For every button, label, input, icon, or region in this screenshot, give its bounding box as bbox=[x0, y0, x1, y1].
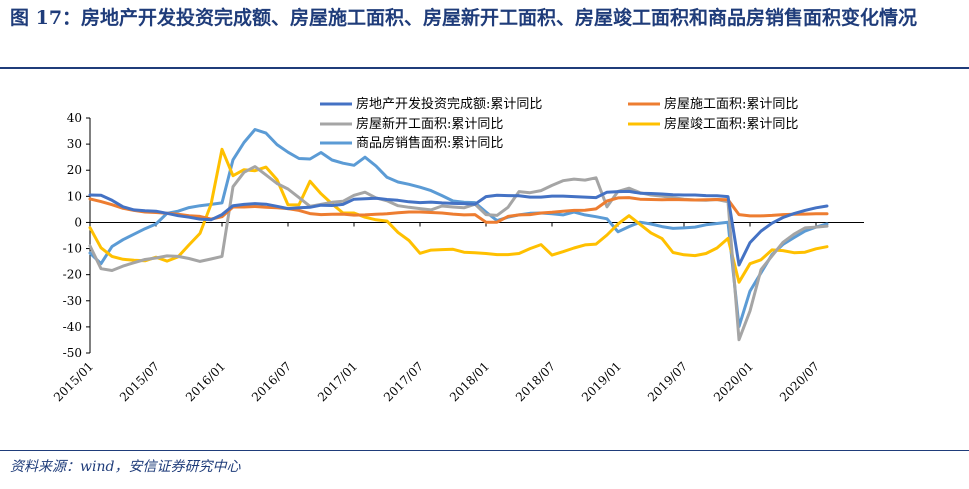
legend-label: 房地产开发投资完成额:累计同比 bbox=[356, 96, 542, 112]
y-tick-label: 0 bbox=[74, 215, 82, 229]
x-tick-label: 2016/01 bbox=[183, 359, 228, 404]
series-line-3 bbox=[88, 147, 829, 284]
source-note: 资料来源：wind，安信证券研究中心 bbox=[10, 459, 241, 475]
legend-item-1: 房屋施工面积:累计同比 bbox=[628, 96, 798, 112]
legend-item-3: 房屋竣工面积:累计同比 bbox=[628, 116, 798, 132]
series-line-4 bbox=[88, 128, 829, 329]
legend-label: 房屋施工面积:累计同比 bbox=[664, 96, 798, 112]
figure-title: 图 17：房地产开发投资完成额、房屋施工面积、房屋新开工面积、房屋竣工面积和商品… bbox=[10, 7, 918, 29]
x-tick-label: 2017/07 bbox=[381, 359, 426, 404]
legend-item-0: 房地产开发投资完成额:累计同比 bbox=[320, 96, 542, 112]
legend-item-2: 房屋新开工面积:累计同比 bbox=[320, 116, 503, 132]
y-tick-label: 30 bbox=[67, 137, 82, 151]
series-line-0 bbox=[88, 189, 829, 267]
legend-item-4: 商品房销售面积:累计同比 bbox=[320, 135, 503, 151]
y-tick-label: 40 bbox=[67, 111, 82, 125]
series-line-2 bbox=[88, 165, 829, 342]
y-tick-label: -50 bbox=[63, 346, 82, 360]
x-tick-label: 2017/01 bbox=[315, 359, 360, 404]
x-tick-label: 2016/07 bbox=[249, 359, 294, 404]
line-chart: 40 30 20 10 0 -10 -20 -30 -40 -50 2015/01 2015/07 2… bbox=[51, 96, 864, 404]
x-tick-label: 2019/01 bbox=[579, 359, 624, 404]
y-tick-label: -40 bbox=[63, 320, 82, 334]
y-tick-label: 10 bbox=[67, 189, 82, 203]
x-tick-label: 2018/01 bbox=[447, 359, 492, 404]
y-tick-label: 20 bbox=[67, 163, 82, 177]
x-tick-label: 2020/01 bbox=[711, 359, 756, 404]
y-tick-label: -10 bbox=[63, 242, 82, 256]
title-divider bbox=[0, 67, 969, 69]
x-tick-label: 2015/07 bbox=[117, 359, 162, 404]
y-axis: 40 30 20 10 0 -10 -20 -30 -40 -50 bbox=[63, 111, 91, 360]
x-tick-label: 2015/01 bbox=[51, 359, 96, 404]
source-divider bbox=[0, 450, 969, 451]
x-tick-label: 2018/07 bbox=[513, 359, 558, 404]
x-tick-label: 2019/07 bbox=[645, 359, 690, 404]
y-tick-label: -30 bbox=[63, 294, 82, 308]
series-lines bbox=[88, 128, 829, 342]
legend-label: 房屋新开工面积:累计同比 bbox=[356, 116, 503, 132]
x-tick-label: 2020/07 bbox=[777, 359, 822, 404]
legend-label: 商品房销售面积:累计同比 bbox=[356, 135, 503, 151]
y-tick-label: -20 bbox=[63, 268, 82, 282]
legend-label: 房屋竣工面积:累计同比 bbox=[664, 116, 798, 132]
